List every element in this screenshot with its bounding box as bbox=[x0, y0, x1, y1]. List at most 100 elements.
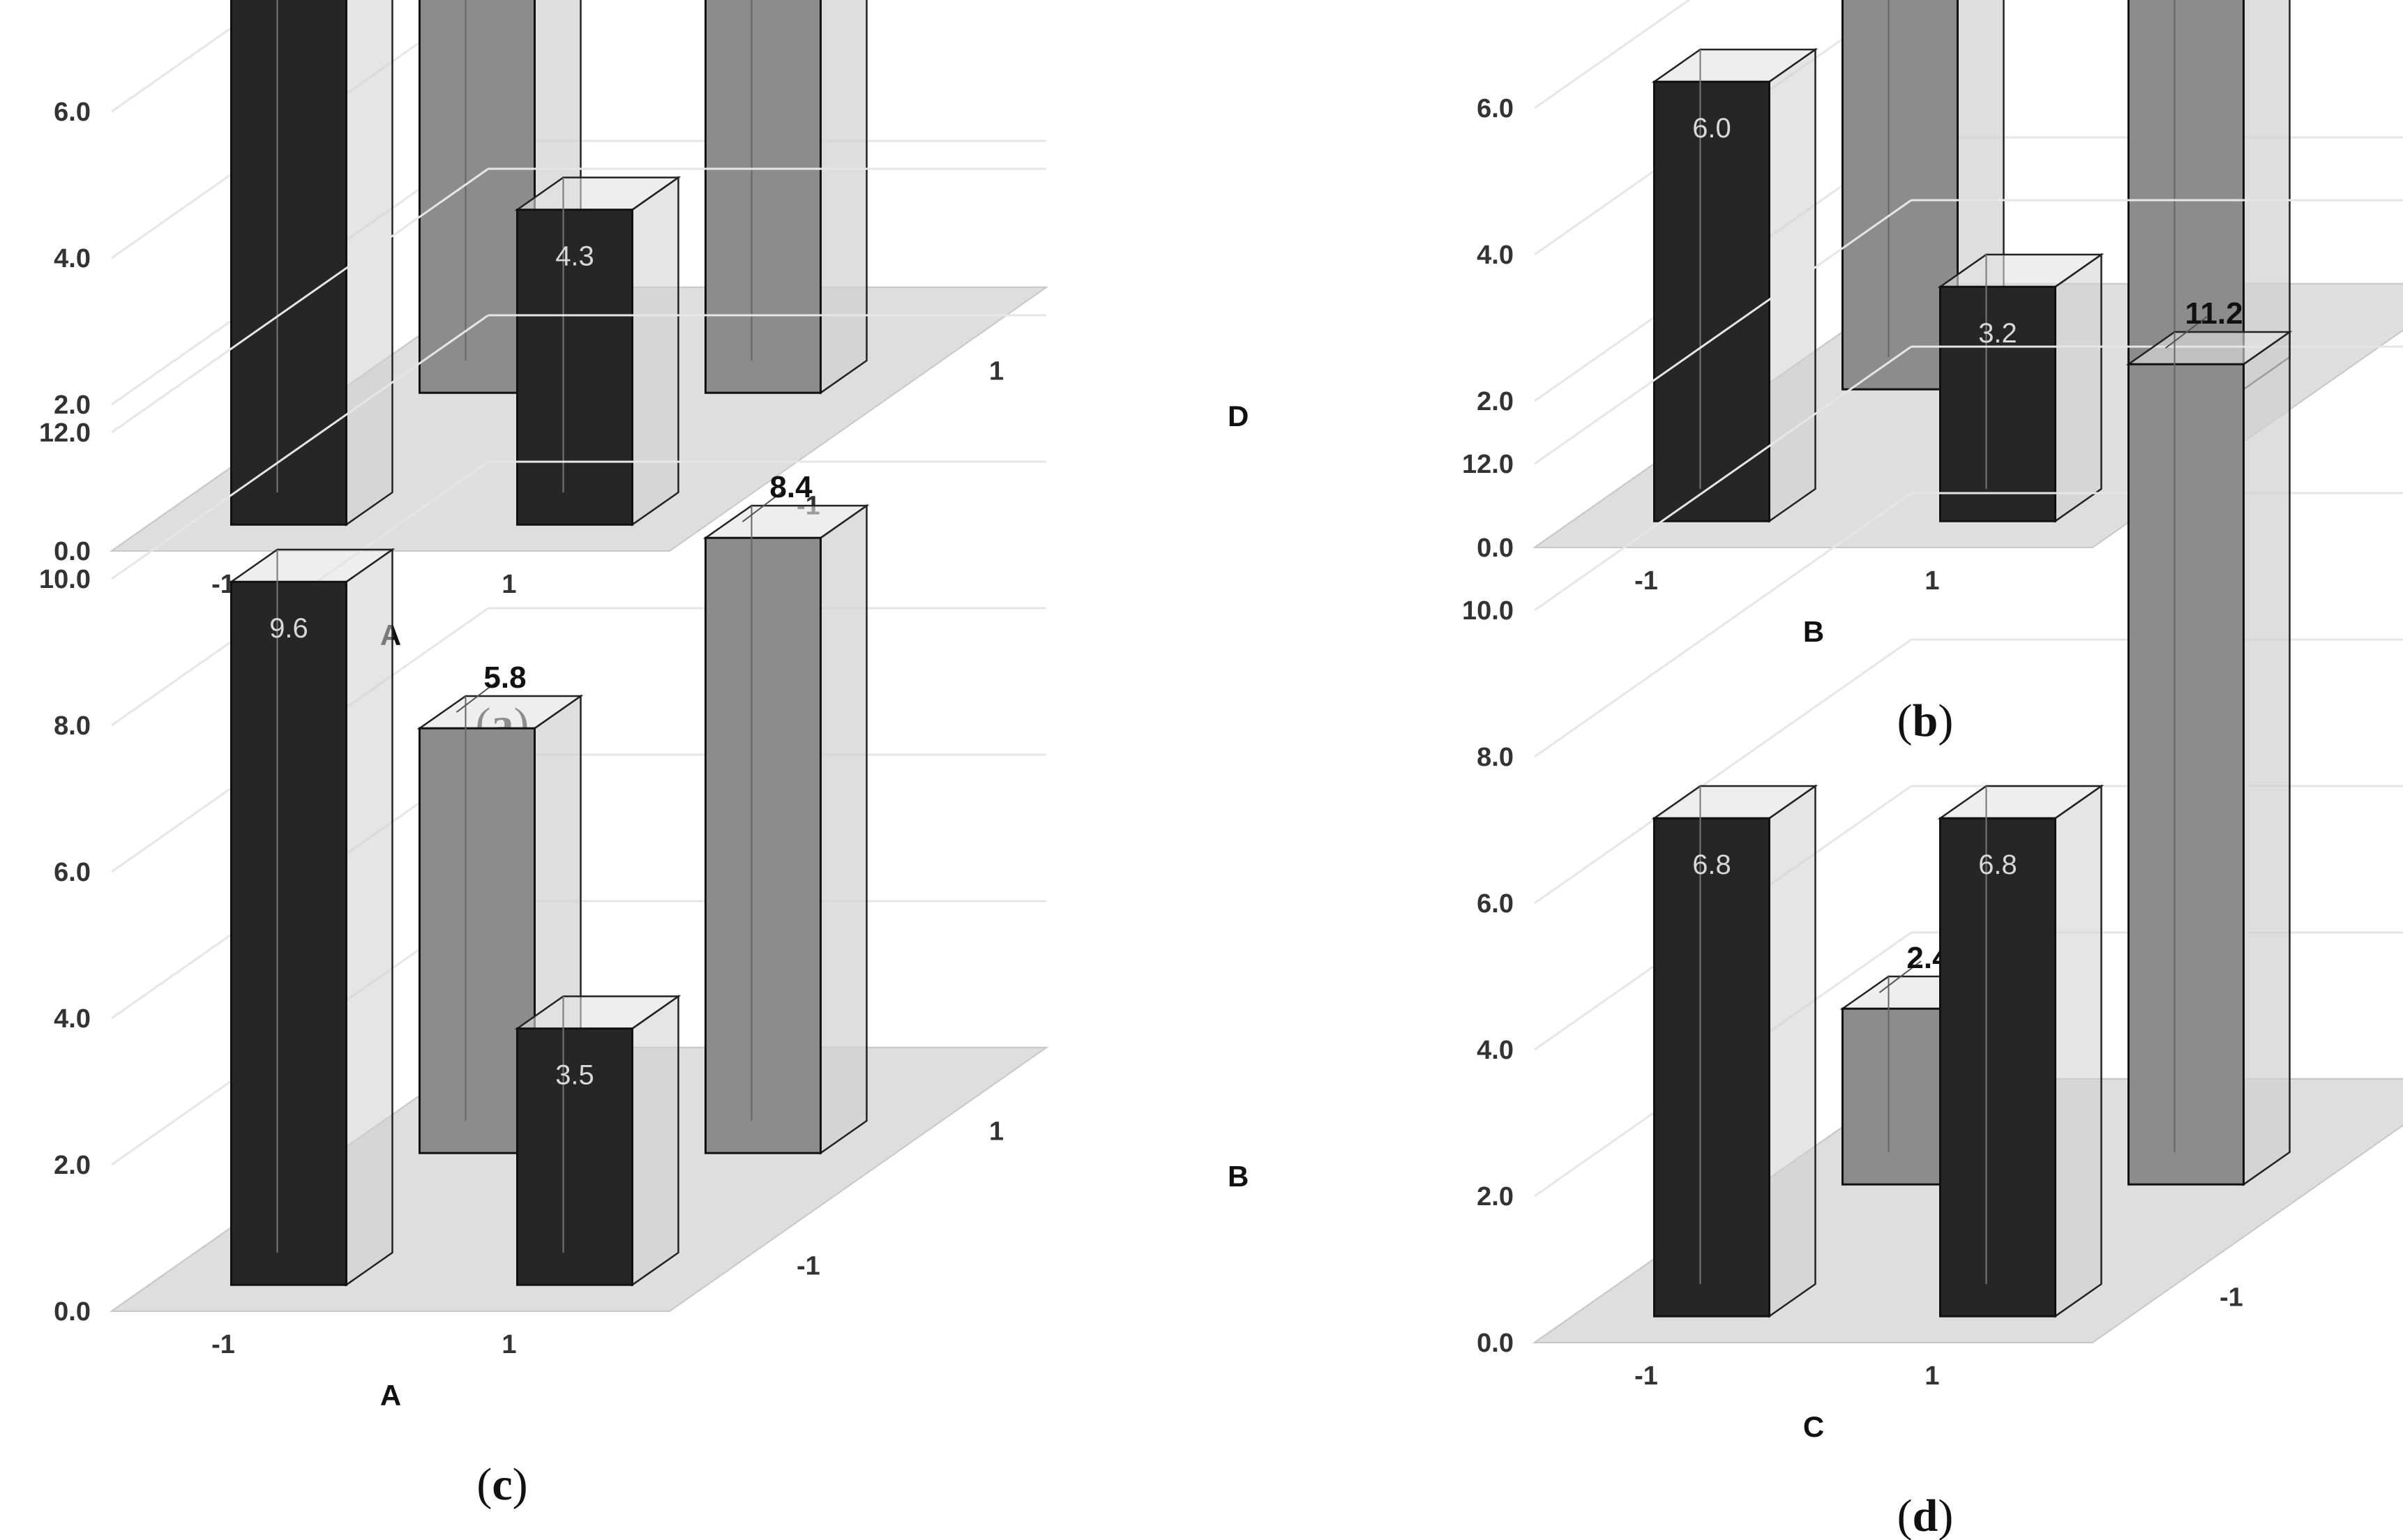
x-tick-label: 1 bbox=[1924, 1361, 1939, 1391]
data-label: 4.3 bbox=[555, 241, 594, 272]
y-tick-label: 6.0 bbox=[1477, 889, 1514, 919]
bar-side bbox=[820, 0, 868, 395]
data-label: 6.8 bbox=[1692, 850, 1731, 880]
y-tick-label: 4.0 bbox=[54, 1004, 91, 1034]
bar-front bbox=[516, 1027, 633, 1286]
gridline-diagonal bbox=[1534, 492, 1912, 758]
bar: 7.6 bbox=[705, 0, 868, 395]
bar: 6.0 bbox=[1651, 47, 1818, 523]
y-tick-label: 4.0 bbox=[1477, 241, 1514, 270]
x-axis-title: A bbox=[380, 1379, 401, 1412]
bar-front bbox=[230, 0, 347, 526]
bar-side bbox=[2243, 0, 2291, 391]
y-tick-label: 8.0 bbox=[54, 711, 91, 741]
y-tick-label: 0.0 bbox=[1477, 534, 1514, 563]
depth-tick-label: 1 bbox=[989, 356, 1004, 386]
x-tick-label: -1 bbox=[1634, 1361, 1658, 1391]
bar-front bbox=[1653, 817, 1770, 1318]
bar: 6.8 bbox=[1937, 784, 2104, 1318]
data-label: 9.6 bbox=[269, 613, 308, 644]
bar-side bbox=[345, 548, 393, 1287]
gridline-diagonal bbox=[1534, 0, 1692, 110]
data-label: 6.0 bbox=[1692, 113, 1731, 144]
y-tick-label: 6.0 bbox=[1477, 94, 1514, 123]
x-tick-label: 1 bbox=[1924, 566, 1939, 596]
bar: 11.2 bbox=[2125, 296, 2293, 1186]
bar: 11.0 bbox=[2127, 0, 2291, 391]
bar-side bbox=[631, 176, 679, 527]
bar-side bbox=[2243, 330, 2291, 1186]
label-leader bbox=[1878, 960, 1922, 993]
bar-side bbox=[631, 995, 679, 1287]
x-tick-label: 1 bbox=[502, 1330, 516, 1359]
gridline-diagonal bbox=[1534, 199, 1912, 465]
y-tick-label: 6.0 bbox=[54, 858, 91, 887]
y-tick-label: 8.0 bbox=[1477, 743, 1514, 772]
y-tick-label: 2.0 bbox=[54, 391, 91, 420]
gridline-diagonal bbox=[1534, 638, 1912, 905]
gridline-diagonal bbox=[111, 314, 489, 580]
x-tick-label: 1 bbox=[502, 570, 516, 599]
depth-tick-label: -1 bbox=[2220, 1283, 2243, 1313]
bar-side bbox=[2054, 784, 2102, 1318]
bar-front bbox=[705, 0, 822, 394]
y-tick-label: 12.0 bbox=[39, 418, 91, 448]
bar-front bbox=[2127, 363, 2245, 1186]
data-label: 5.8 bbox=[483, 660, 526, 695]
data-label: 3.2 bbox=[1978, 318, 2017, 349]
y-tick-label: 0.0 bbox=[54, 537, 91, 566]
data-label: 11.2 bbox=[2185, 296, 2243, 331]
bar-front bbox=[516, 209, 633, 526]
panel-caption: (d) bbox=[1897, 1490, 1954, 1540]
y-tick-label: 2.0 bbox=[1477, 387, 1514, 416]
y-tick-label: 2.0 bbox=[54, 1151, 91, 1180]
bar-front bbox=[1653, 80, 1770, 522]
gridline-diagonal bbox=[1534, 345, 1912, 612]
bar: 8.4 bbox=[702, 470, 870, 1155]
bar-front bbox=[1939, 817, 2056, 1318]
bar: 3.5 bbox=[514, 995, 681, 1287]
panel-caption: (b) bbox=[1897, 695, 1954, 746]
panel-caption: (c) bbox=[476, 1459, 527, 1510]
data-label: 6.8 bbox=[1978, 850, 2017, 880]
chart-panel-a: 0.02.04.06.08.010.012.06.07.69.44.3-11A-… bbox=[54, 0, 1249, 750]
label-leader bbox=[455, 680, 499, 713]
bar: 4.3 bbox=[514, 176, 681, 527]
caption-letter: c bbox=[492, 1459, 512, 1510]
caption-letter: d bbox=[1913, 1490, 1938, 1540]
y-tick-label: 2.0 bbox=[1477, 1182, 1514, 1211]
x-tick-label: -1 bbox=[1634, 566, 1658, 596]
gridline-diagonal bbox=[111, 167, 489, 434]
bar-side bbox=[1768, 784, 1816, 1318]
depth-tick-label: 1 bbox=[989, 1117, 1004, 1146]
bar-front bbox=[230, 580, 347, 1286]
x-axis-title: B bbox=[1803, 615, 1824, 648]
y-tick-label: 0.0 bbox=[1477, 1329, 1514, 1358]
bar-front bbox=[1841, 1007, 1959, 1186]
y-tick-label: 6.0 bbox=[54, 98, 91, 127]
bar: 6.8 bbox=[1651, 784, 1818, 1318]
depth-axis-title: B bbox=[1228, 1160, 1249, 1193]
bar-front bbox=[1939, 285, 2056, 522]
x-axis-title: C bbox=[1803, 1410, 1824, 1443]
caption-letter: b bbox=[1913, 695, 1938, 746]
bar: 9.4 bbox=[230, 0, 393, 527]
bar-side bbox=[1768, 47, 1816, 523]
label-leader bbox=[2164, 316, 2208, 349]
bar-side bbox=[2054, 252, 2102, 523]
bar-front bbox=[419, 727, 536, 1154]
bar: 3.2 bbox=[1937, 252, 2104, 523]
depth-axis-title: D bbox=[1228, 400, 1249, 432]
y-tick-label: 0.0 bbox=[54, 1297, 91, 1327]
label-leader bbox=[741, 490, 785, 522]
chart-panel-c: 0.02.04.06.08.010.012.05.88.49.63.5-1 1A-… bbox=[39, 167, 1249, 1510]
x-tick-label: -1 bbox=[211, 1330, 235, 1359]
data-label: 8.4 bbox=[769, 470, 813, 504]
y-tick-label: 12.0 bbox=[1462, 450, 1514, 479]
chart-panel-d: 0.02.04.06.08.010.012.02.411.26.8 6.8-1 1C… bbox=[1462, 199, 2403, 1540]
bar-side bbox=[820, 504, 868, 1155]
y-tick-label: 4.0 bbox=[54, 244, 91, 273]
data-label: 3.5 bbox=[555, 1060, 594, 1091]
bar-front bbox=[2127, 0, 2245, 391]
